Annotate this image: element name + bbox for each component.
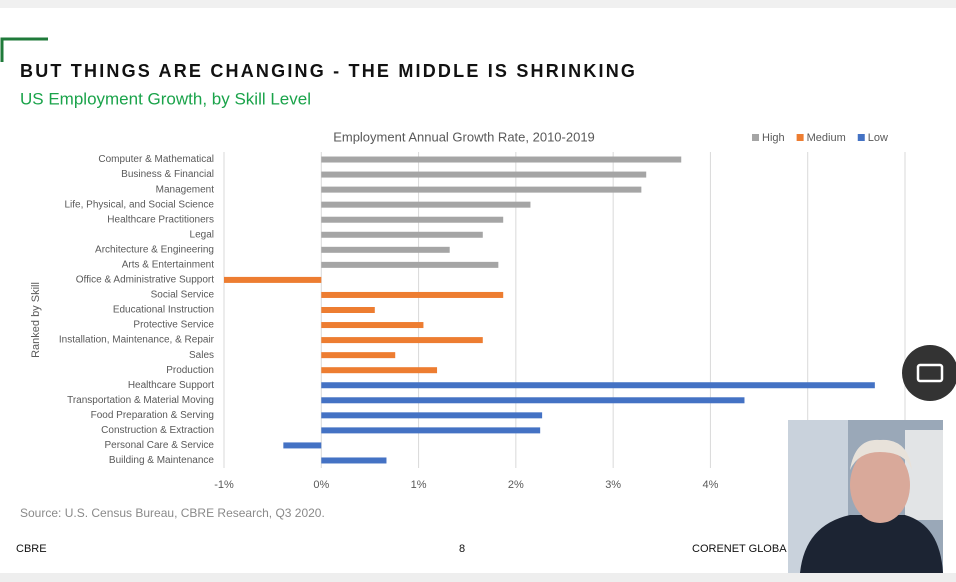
x-tick-label: -1% <box>214 479 234 491</box>
y-tick-label: Educational Instruction <box>113 305 214 316</box>
y-tick-label: Construction & Extraction <box>101 425 214 436</box>
y-tick-label: Production <box>166 365 214 376</box>
options-button[interactable] <box>902 345 956 401</box>
x-tick-label: 0% <box>313 479 329 491</box>
bar <box>321 307 375 313</box>
video-hair <box>850 439 912 470</box>
legend-label: High <box>762 132 785 144</box>
x-tick-label: 1% <box>411 479 427 491</box>
y-tick-label: Social Service <box>151 290 215 301</box>
y-tick-label: Protective Service <box>133 320 214 331</box>
bar <box>321 352 396 359</box>
legend-label: Medium <box>807 132 846 144</box>
top-bar <box>0 0 956 8</box>
y-tick-label: Business & Financial <box>121 169 214 180</box>
bar <box>321 156 682 163</box>
plot: -1%0%1%2%3%4%5%6%Computer & Mathematical… <box>59 132 913 491</box>
y-tick-label: Legal <box>190 229 214 240</box>
x-tick-label: 3% <box>605 479 621 491</box>
page-number: 8 <box>459 543 465 555</box>
y-tick-label: Installation, Maintenance, & Repair <box>59 335 215 346</box>
legend-swatch <box>796 134 804 141</box>
bar <box>321 246 450 253</box>
y-tick-label: Architecture & Engineering <box>95 244 214 255</box>
bar <box>321 231 483 238</box>
bar <box>321 201 531 208</box>
bar <box>321 216 504 223</box>
video-shirt <box>800 515 943 573</box>
options-icon <box>916 363 944 383</box>
overlay <box>788 345 956 573</box>
chart-title: Employment Annual Growth Rate, 2010-2019 <box>333 129 595 144</box>
x-tick-label: 4% <box>702 479 718 491</box>
corner-mark <box>0 37 48 62</box>
y-tick-label: Transportation & Material Moving <box>67 395 214 406</box>
bar <box>321 261 499 268</box>
bar <box>321 397 745 404</box>
bar <box>321 427 541 434</box>
legend-swatch <box>857 134 865 141</box>
bar <box>321 186 642 193</box>
footer-right: CORENET GLOBA <box>692 543 787 555</box>
bar <box>321 291 504 298</box>
y-tick-label: Healthcare Practitioners <box>107 214 214 225</box>
bar <box>321 412 543 419</box>
y-tick-label: Sales <box>189 350 214 361</box>
bar <box>321 367 438 374</box>
y-tick-label: Life, Physical, and Social Science <box>64 199 214 210</box>
bar <box>224 276 322 283</box>
bar <box>321 322 424 329</box>
y-tick-label: Personal Care & Service <box>105 440 215 451</box>
source: Source: U.S. Census Bureau, CBRE Researc… <box>20 506 325 520</box>
y-tick-label: Healthcare Support <box>128 380 214 391</box>
slide-title: BUT THINGS ARE CHANGING - THE MIDDLE IS … <box>20 61 637 81</box>
legend-label: Low <box>868 132 888 144</box>
bar <box>283 442 322 449</box>
y-tick-label: Office & Administrative Support <box>76 275 214 286</box>
y-tick-label: Arts & Entertainment <box>122 259 214 270</box>
video-face <box>850 447 910 523</box>
y-tick-label: Building & Maintenance <box>109 455 215 466</box>
legend-swatch <box>752 134 759 141</box>
video-wall <box>905 430 943 520</box>
x-tick-label: 2% <box>508 479 524 491</box>
slide-subtitle: US Employment Growth, by Skill Level <box>20 89 311 108</box>
bottom-bar <box>0 573 956 582</box>
bar <box>321 171 647 178</box>
y-tick-label: Food Preparation & Serving <box>91 410 214 421</box>
bar <box>321 337 483 344</box>
y-tick-label: Computer & Mathematical <box>98 154 214 165</box>
footer-left: CBRE <box>16 543 47 555</box>
bar <box>321 382 875 389</box>
bar <box>321 457 387 464</box>
y-axis-label: Ranked by Skill <box>30 282 42 358</box>
y-tick-label: Management <box>156 184 215 195</box>
